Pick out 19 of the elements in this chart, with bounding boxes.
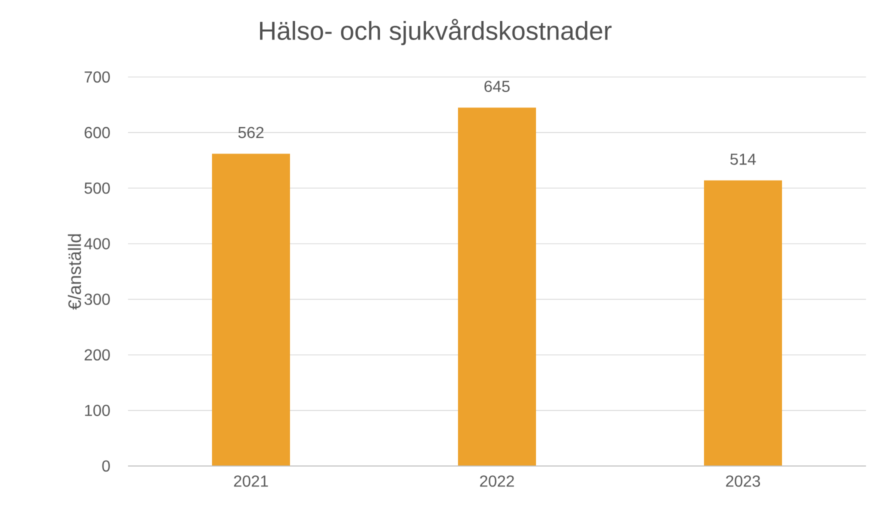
y-tick-label: 200 bbox=[84, 349, 110, 360]
bar bbox=[704, 180, 782, 466]
y-tick-label: 400 bbox=[84, 238, 110, 250]
y-tick-label: 700 bbox=[84, 71, 110, 83]
y-tick-label: 600 bbox=[84, 126, 110, 138]
bar bbox=[458, 108, 536, 466]
data-label: 645 bbox=[484, 80, 510, 92]
data-label: 514 bbox=[730, 154, 756, 165]
bar bbox=[212, 154, 290, 466]
y-axis-title: €/anställd bbox=[68, 234, 82, 310]
y-tick-label: 300 bbox=[84, 294, 110, 305]
x-tick-label: 2022 bbox=[480, 476, 514, 487]
chart-title: Hälso- och sjukvårdskostnader bbox=[260, 18, 612, 46]
x-tick-label: 2021 bbox=[234, 476, 268, 487]
y-tick-label: 500 bbox=[84, 182, 110, 194]
x-tick-label: 2023 bbox=[726, 476, 760, 487]
y-tick-label: 100 bbox=[85, 404, 110, 416]
y-tick-label: 0 bbox=[102, 460, 110, 472]
data-label: 562 bbox=[238, 126, 264, 138]
